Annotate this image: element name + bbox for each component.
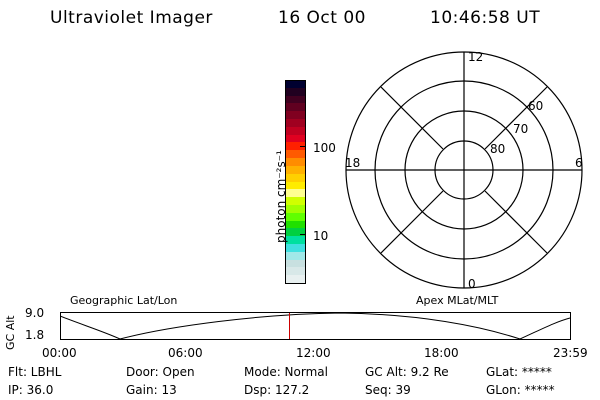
instrument-title: Ultraviolet Imager [50,8,213,28]
colorbar-tickmark-10 [300,234,305,235]
status-dsp: Dsp: 127.2 [244,383,310,397]
mlt-diagonal-sw [380,190,444,254]
status-glon: GLon: ***** [486,383,555,397]
altitude-timeline [60,312,571,340]
status-gain: Gain: 13 [126,383,177,397]
colorbar-segment [285,80,305,89]
colorbar-segment [285,150,305,159]
timeline-frame [60,312,571,340]
colorbar-segment [285,126,305,136]
colorbar-segment [285,197,305,206]
status-flt: Flt: LBHL [8,365,62,379]
mlt-label-12: 12 [468,50,483,64]
geo-label: Geographic Lat/Lon [70,294,178,307]
colorbar-tick-10: 10 [313,229,329,243]
lat-label-70: 70 [513,122,528,136]
colorbar-segment [285,134,305,143]
colorbar-segment [285,119,305,128]
mlt-diagonal-se [484,190,548,254]
status-mode: Mode: Normal [244,365,328,379]
y-tick-min: 1.8 [25,328,45,342]
colorbar-segment [285,204,305,214]
status-ip: IP: 36.0 [8,383,54,397]
colorbar-segment [285,267,305,276]
colorbar-segment [285,220,305,229]
colorbar-tick-100: 100 [313,141,336,155]
colorbar-segment [285,275,305,284]
colorbar-segment [285,259,305,268]
time-tick-1200: 12:00 [296,346,331,360]
status-door: Door: Open [126,365,195,379]
colorbar-segment [285,158,305,167]
mlt-diagonal-nw [380,86,444,150]
colorbar-segment [285,189,305,198]
colorbar-segment [285,243,305,253]
colorbar-segment [285,95,305,104]
colorbar-segment [285,111,305,120]
time-label: 10:46:58 UT [430,8,541,28]
mlt-diagonal-ne [484,86,548,150]
lat-label-80: 80 [490,142,505,156]
colorbar-tickmark-100 [300,146,305,147]
mlt-label-6: 6 [575,156,583,170]
status-seq: Seq: 39 [365,383,411,397]
time-tick-0600: 06:00 [168,346,203,360]
time-tick-2359: 23:59 [553,346,588,360]
mlt-label-0: 0 [468,277,476,291]
colorbar-segment [285,212,305,222]
polar-plot: 12 18 6 0 60 70 80 [345,50,583,291]
time-tick-1800: 18:00 [424,346,459,360]
time-tick-0000: 00:00 [42,346,77,360]
colorbar-segment [285,228,305,237]
status-glat: GLat: ***** [486,365,552,379]
colorbar-segment [285,165,305,175]
gc-alt-axis-label: GC Alt [4,315,17,350]
colorbar-segment [285,142,305,151]
mlt-label-18: 18 [345,156,360,170]
apex-label: Apex MLat/MLT [416,294,499,307]
y-tick-max: 9.0 [25,306,45,320]
colorbar-segment [285,103,305,112]
date-label: 16 Oct 00 [278,8,366,28]
colorbar-unit-label: photon cm⁻²s⁻¹ [274,150,288,243]
colorbar-segment [285,181,305,190]
colorbar-segment [285,173,305,182]
colorbar [285,80,306,284]
colorbar-segment [285,251,305,261]
status-gc-alt: GC Alt: 9.2 Re [365,365,449,379]
lat-label-60: 60 [528,99,543,113]
colorbar-border [285,80,306,284]
colorbar-segment [285,87,305,97]
colorbar-segment [285,236,305,245]
altitude-curve [60,312,571,340]
